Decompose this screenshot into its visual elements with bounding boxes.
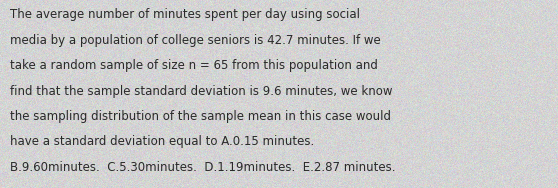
Text: media by a population of college seniors is 42.7 minutes. If we: media by a population of college seniors…: [10, 34, 381, 47]
Text: take a random sample of size n = 65 from this population and: take a random sample of size n = 65 from…: [10, 59, 378, 72]
Text: the sampling distribution of the sample mean in this case would: the sampling distribution of the sample …: [10, 110, 391, 123]
Text: B.9.60minutes.  C.5.30minutes.  D.1.19minutes.  E.2.87 minutes.: B.9.60minutes. C.5.30minutes. D.1.19minu…: [10, 161, 396, 174]
Text: have a standard deviation equal to A.0.15 minutes.: have a standard deviation equal to A.0.1…: [10, 135, 314, 148]
Text: The average number of minutes spent per day using social: The average number of minutes spent per …: [10, 8, 360, 21]
Text: find that the sample standard deviation is 9.6 minutes, we know: find that the sample standard deviation …: [10, 85, 392, 98]
